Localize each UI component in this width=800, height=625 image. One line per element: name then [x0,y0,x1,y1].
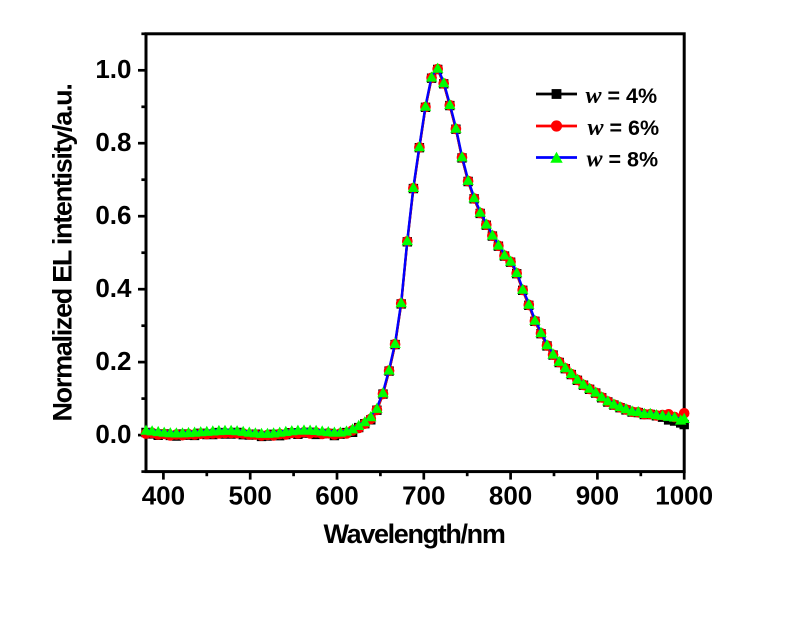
svg-text:0.2: 0.2 [95,346,131,376]
svg-text:0.4: 0.4 [95,273,132,303]
svg-text:w = 4%: w = 4% [586,83,658,109]
svg-text:0.0: 0.0 [95,419,131,449]
svg-text:0.6: 0.6 [95,200,131,230]
svg-text:w = 6%: w = 6% [588,115,660,141]
svg-text:Normalized EL intentisity/a.u.: Normalized EL intentisity/a.u. [48,84,78,421]
svg-text:700: 700 [402,481,445,511]
svg-text:0.8: 0.8 [95,127,131,157]
svg-text:500: 500 [229,481,272,511]
svg-text:400: 400 [142,481,185,511]
svg-text:1.0: 1.0 [95,54,131,84]
svg-text:800: 800 [489,481,532,511]
svg-text:w = 8%: w = 8% [587,147,659,173]
svg-text:1000: 1000 [655,481,713,511]
svg-text:900: 900 [576,481,619,511]
svg-text:600: 600 [315,481,358,511]
svg-text:Wavelength/nm: Wavelength/nm [324,519,505,549]
